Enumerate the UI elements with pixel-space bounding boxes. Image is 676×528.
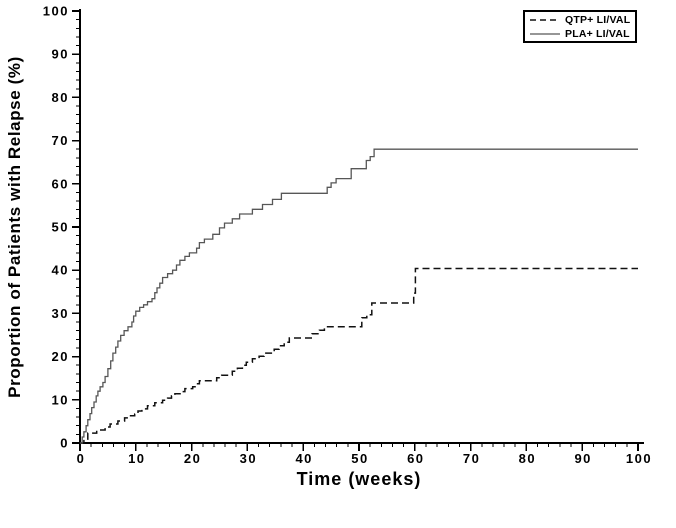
x-tick-label: 90 [574, 451, 591, 466]
legend-item-qtp: QTP+ LI/VAL [530, 13, 635, 27]
legend-label-qtp: QTP+ LI/VAL [565, 13, 631, 26]
y-tick-label: 20 [52, 349, 69, 364]
x-tick-label: 40 [295, 451, 312, 466]
x-tick-label: 10 [128, 451, 145, 466]
x-tick-label: 50 [351, 451, 368, 466]
x-tick-label: 100 [626, 451, 652, 466]
y-tick-label: 100 [43, 4, 69, 19]
legend: QTP+ LI/VAL PLA+ LI/VAL [523, 10, 637, 43]
legend-label-pla: PLA+ LI/VAL [565, 27, 630, 40]
ticks [72, 10, 639, 451]
y-tick-label: 30 [52, 306, 69, 321]
dashed-line-swatch [530, 18, 560, 21]
series-curve-qtp [80, 267, 638, 444]
x-axis-title: Time (weeks) [296, 469, 422, 489]
x-tick-label: 80 [519, 451, 536, 466]
y-axis-title: Proportion of Patients with Relapse (%) [5, 56, 24, 398]
y-tick-label: 60 [52, 176, 69, 191]
series-curve-pla [80, 148, 638, 444]
legend-item-pla: PLA+ LI/VAL [530, 27, 635, 41]
y-tick-label: 10 [52, 392, 69, 407]
y-tick-label: 70 [52, 133, 69, 148]
y-tick-label: 50 [52, 220, 69, 235]
y-tick-label: 40 [52, 263, 69, 278]
x-tick-label: 30 [240, 451, 257, 466]
x-tick-label: 70 [463, 451, 480, 466]
y-tick-label: 80 [52, 90, 69, 105]
y-tick-label: 90 [52, 47, 69, 62]
axes [79, 9, 644, 444]
tick-labels: 0 10 20 30 40 50 60 70 80 90 100 0 10 20 30 40 50 60 70 80 9… [43, 4, 652, 467]
solid-line-swatch [530, 32, 560, 35]
x-tick-label: 20 [184, 451, 201, 466]
x-tick-label: 0 [77, 451, 86, 466]
x-tick-label: 60 [407, 451, 424, 466]
y-tick-label: 0 [60, 436, 69, 451]
